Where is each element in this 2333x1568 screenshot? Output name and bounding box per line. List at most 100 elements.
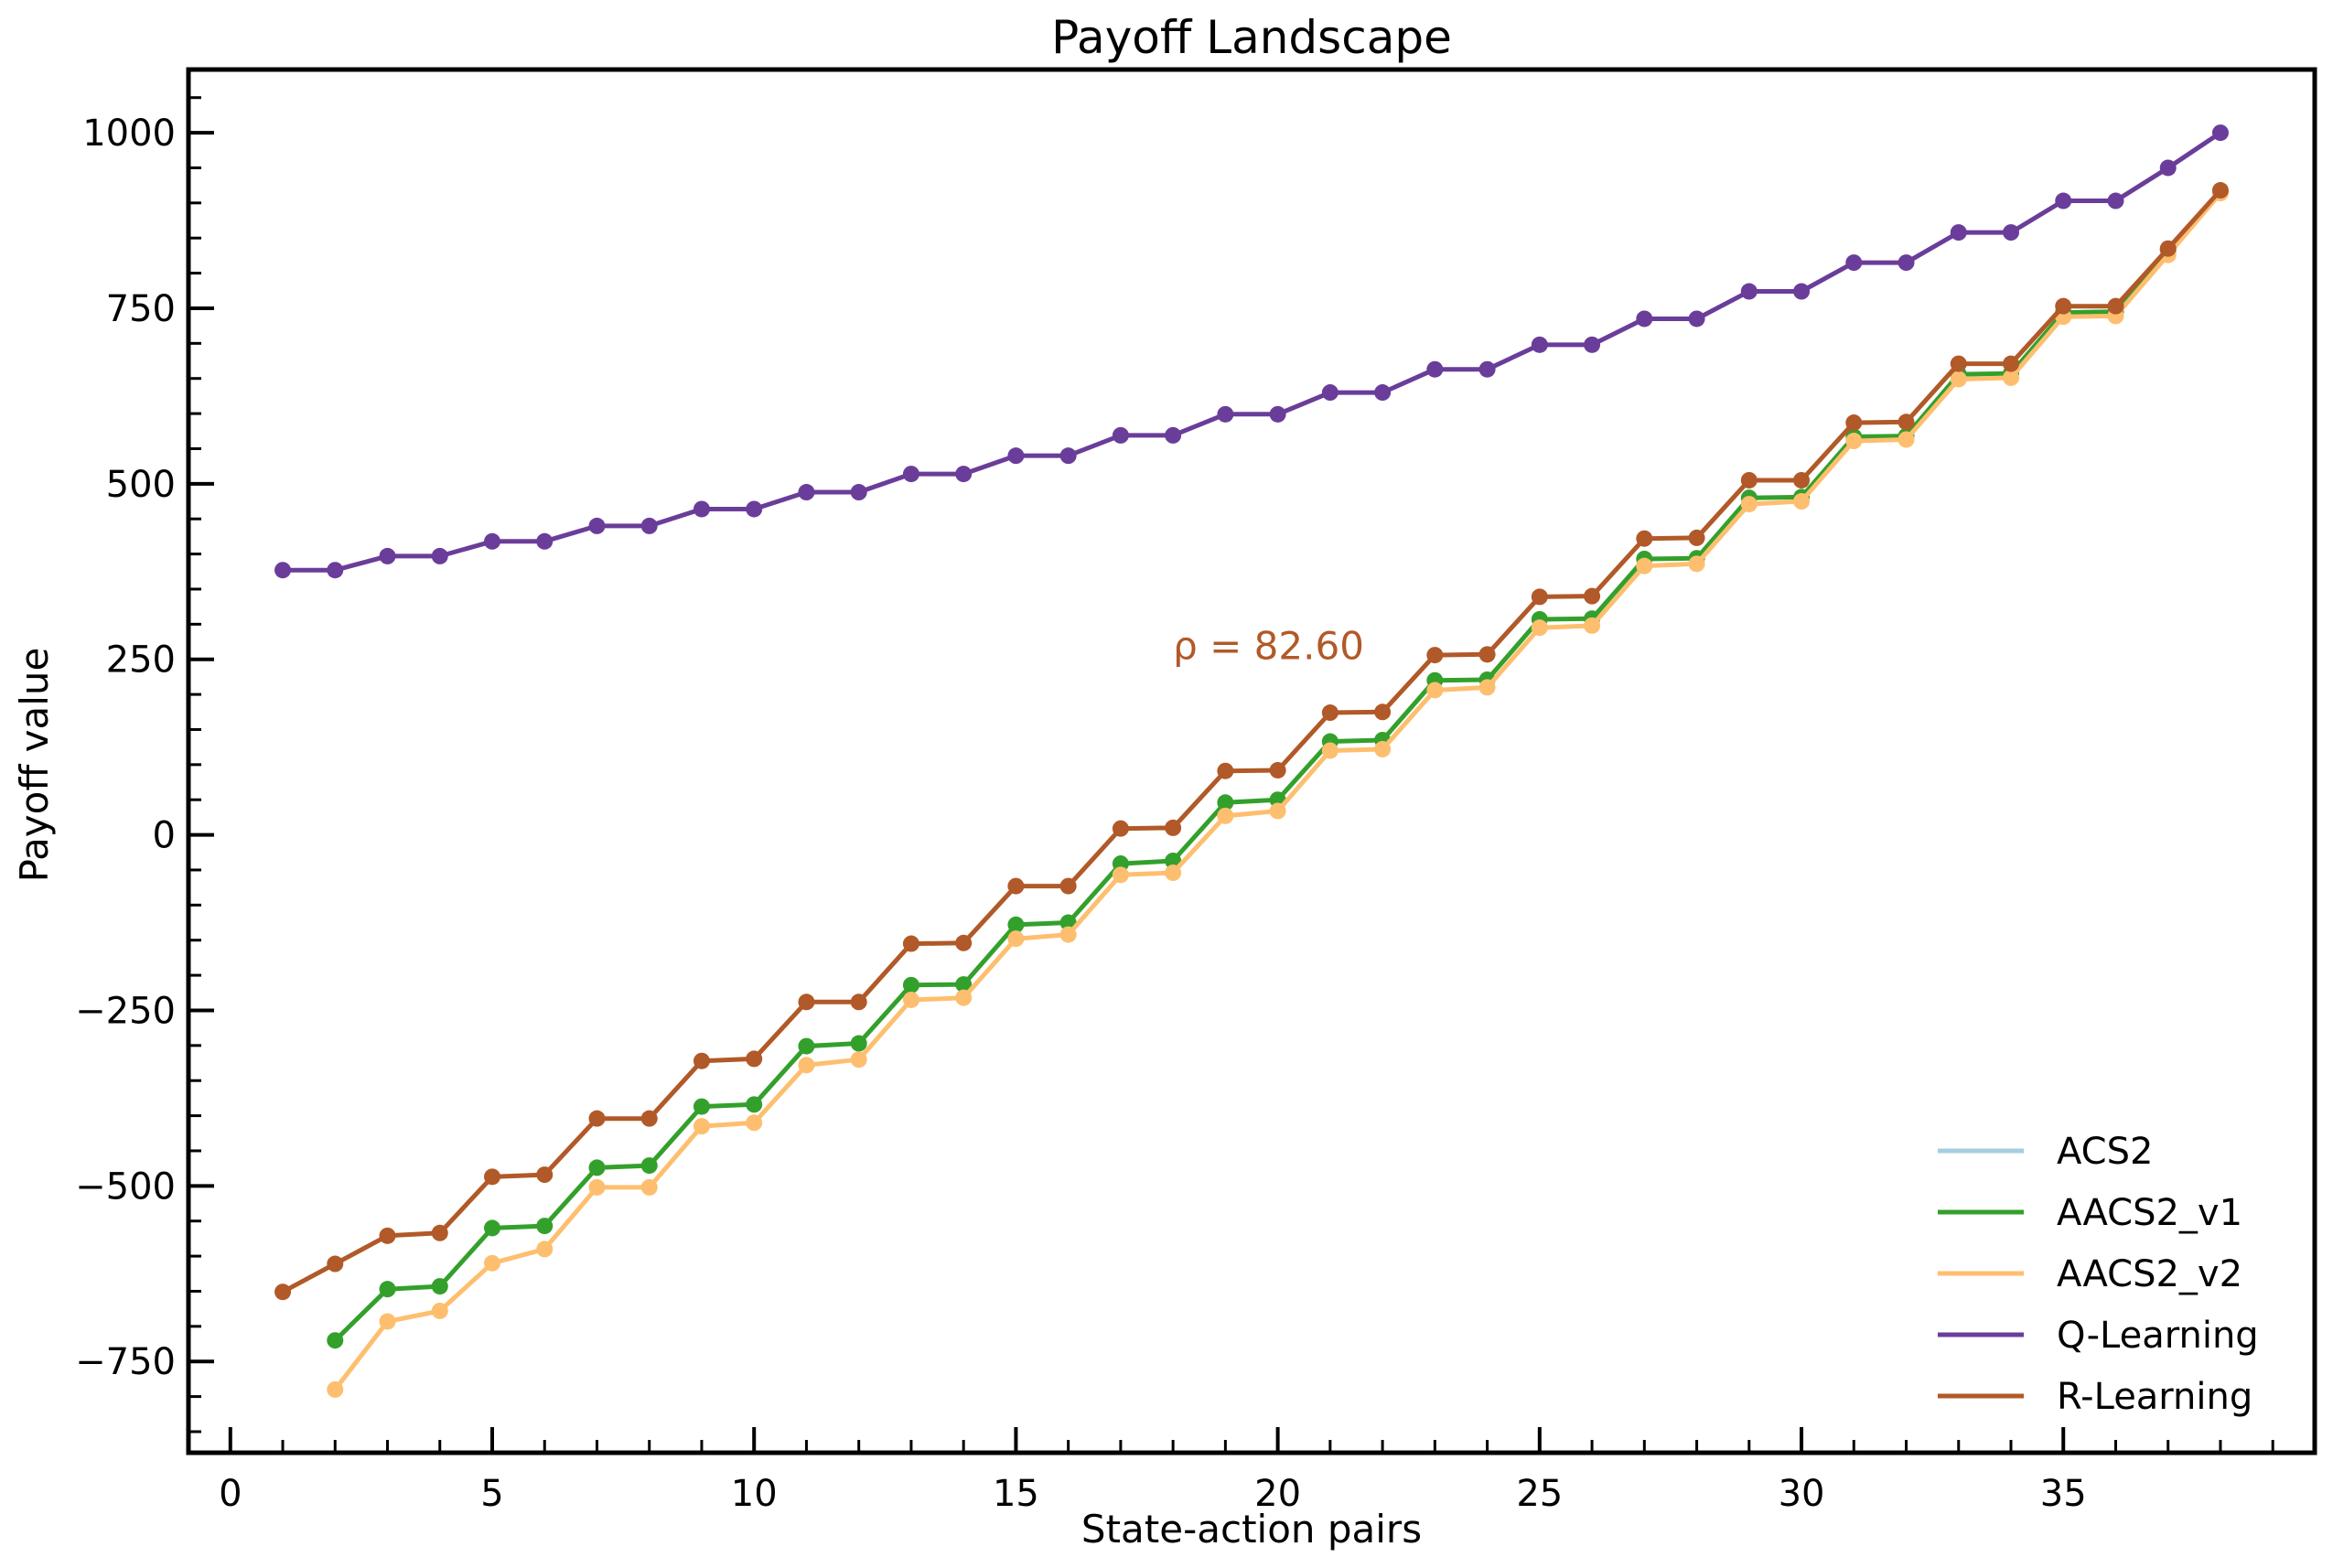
data-point-q-learning bbox=[2055, 192, 2072, 209]
data-point-q-learning bbox=[955, 466, 973, 483]
legend-item-aacs2-v2: AACS2_v2 bbox=[1938, 1253, 2242, 1295]
data-point-aacs2-v2 bbox=[379, 1313, 396, 1330]
data-point-r-learning bbox=[1217, 762, 1234, 779]
data-point-aacs2-v2 bbox=[1688, 555, 1705, 573]
data-point-q-learning bbox=[1426, 360, 1444, 378]
data-point-aacs2-v2 bbox=[1059, 926, 1077, 943]
axis-ticks: 0 5 10 15 20 25 30 35 −750 −500 −250 0 250 500 750 1000 bbox=[75, 96, 2274, 1515]
data-point-aacs2-v1 bbox=[640, 1157, 658, 1175]
data-point-q-learning bbox=[798, 484, 815, 501]
data-point-aacs2-v1 bbox=[431, 1278, 448, 1295]
data-point-aacs2-v2 bbox=[484, 1254, 500, 1272]
chart-title: Payoff Landscape bbox=[1051, 11, 1452, 64]
data-point-aacs2-v1 bbox=[379, 1281, 396, 1298]
data-point-q-learning bbox=[536, 532, 554, 550]
data-point-r-learning bbox=[1845, 414, 1863, 432]
data-point-q-learning bbox=[1321, 384, 1339, 402]
legend-item-q-learning: Q-Learning bbox=[1938, 1315, 2259, 1357]
data-point-aacs2-v2 bbox=[588, 1178, 606, 1196]
data-point-aacs2-v2 bbox=[798, 1057, 815, 1074]
data-point-q-learning bbox=[1845, 254, 1863, 272]
data-point-q-learning bbox=[1688, 310, 1705, 328]
data-point-r-learning bbox=[1584, 587, 1601, 605]
series-aacs2-v2 bbox=[327, 185, 2229, 1398]
data-point-q-learning bbox=[1584, 336, 1601, 353]
data-point-r-learning bbox=[1007, 877, 1025, 895]
data-point-aacs2-v1 bbox=[327, 1332, 344, 1349]
data-point-q-learning bbox=[431, 547, 448, 564]
data-point-q-learning bbox=[1793, 283, 1811, 300]
data-point-q-learning bbox=[2003, 224, 2019, 242]
data-point-q-learning bbox=[327, 562, 344, 579]
data-point-r-learning bbox=[2211, 182, 2229, 199]
x-tick-label: 15 bbox=[993, 1473, 1039, 1515]
data-point-r-learning bbox=[379, 1227, 396, 1244]
data-point-r-learning bbox=[2159, 240, 2177, 257]
data-point-r-learning bbox=[1165, 819, 1182, 836]
data-point-q-learning bbox=[2159, 159, 2177, 177]
plot-area bbox=[274, 124, 2229, 1398]
data-point-r-learning bbox=[1269, 761, 1286, 779]
data-point-r-learning bbox=[955, 934, 973, 951]
data-point-r-learning bbox=[1950, 355, 1967, 372]
data-point-aacs2-v1 bbox=[902, 976, 919, 993]
y-tick-label: 1000 bbox=[82, 113, 176, 155]
data-point-r-learning bbox=[1478, 646, 1496, 663]
legend-label: R-Learning bbox=[2057, 1376, 2252, 1418]
data-point-q-learning bbox=[274, 562, 292, 579]
series-line-aacs2-v2 bbox=[333, 191, 2222, 1391]
data-point-q-learning bbox=[746, 500, 763, 518]
data-point-aacs2-v2 bbox=[327, 1380, 344, 1398]
data-point-q-learning bbox=[640, 517, 658, 534]
x-tick-label: 5 bbox=[480, 1473, 503, 1515]
data-point-aacs2-v1 bbox=[955, 976, 973, 993]
data-point-aacs2-v1 bbox=[693, 1098, 710, 1115]
data-point-q-learning bbox=[2211, 124, 2229, 142]
data-point-aacs2-v2 bbox=[640, 1178, 658, 1196]
data-point-r-learning bbox=[1374, 703, 1392, 721]
y-tick-label: 750 bbox=[106, 288, 176, 330]
data-point-q-learning bbox=[1740, 283, 1758, 300]
legend-item-aacs2-v1: AACS2_v1 bbox=[1938, 1192, 2242, 1234]
y-tick-label: −500 bbox=[75, 1165, 176, 1208]
data-point-aacs2-v2 bbox=[536, 1240, 554, 1258]
legend-item-r-learning: R-Learning bbox=[1938, 1376, 2252, 1418]
data-point-q-learning bbox=[588, 517, 606, 534]
x-tick-label: 10 bbox=[731, 1473, 778, 1515]
data-point-aacs2-v2 bbox=[1845, 433, 1863, 450]
plot-frame bbox=[186, 67, 2317, 1455]
data-point-aacs2-v2 bbox=[1478, 679, 1496, 696]
data-point-aacs2-v2 bbox=[693, 1118, 710, 1135]
data-point-r-learning bbox=[536, 1166, 554, 1184]
series-line-r-learning bbox=[281, 188, 2222, 1294]
data-point-aacs2-v2 bbox=[1374, 740, 1392, 757]
data-point-aacs2-v1 bbox=[1217, 794, 1234, 811]
data-point-aacs2-v2 bbox=[1165, 865, 1182, 882]
rho-annotation: ρ = 82.60 bbox=[1173, 624, 1364, 669]
data-point-aacs2-v2 bbox=[1007, 930, 1025, 948]
data-point-aacs2-v2 bbox=[431, 1302, 448, 1319]
data-point-q-learning bbox=[1636, 310, 1653, 328]
data-point-aacs2-v2 bbox=[955, 989, 973, 1006]
data-point-aacs2-v2 bbox=[2003, 369, 2019, 386]
data-point-aacs2-v2 bbox=[850, 1051, 867, 1069]
data-point-r-learning bbox=[2055, 297, 2072, 315]
data-point-q-learning bbox=[902, 466, 919, 483]
data-point-q-learning bbox=[379, 547, 396, 564]
data-point-r-learning bbox=[588, 1110, 606, 1127]
data-point-r-learning bbox=[2003, 355, 2019, 372]
data-point-q-learning bbox=[1478, 360, 1496, 378]
data-point-aacs2-v2 bbox=[1531, 619, 1548, 637]
y-tick-label: 500 bbox=[106, 464, 176, 506]
y-tick-label: −750 bbox=[75, 1341, 176, 1383]
series-line-q-learning bbox=[283, 131, 2222, 573]
series-r-learning bbox=[274, 182, 2229, 1301]
data-point-q-learning bbox=[484, 532, 500, 550]
data-point-r-learning bbox=[1793, 471, 1811, 489]
y-tick-label: 250 bbox=[106, 639, 176, 682]
x-tick-label: 20 bbox=[1254, 1473, 1301, 1515]
data-point-aacs2-v1 bbox=[1007, 916, 1025, 933]
data-point-aacs2-v1 bbox=[588, 1159, 606, 1176]
data-point-aacs2-v2 bbox=[1636, 557, 1653, 575]
